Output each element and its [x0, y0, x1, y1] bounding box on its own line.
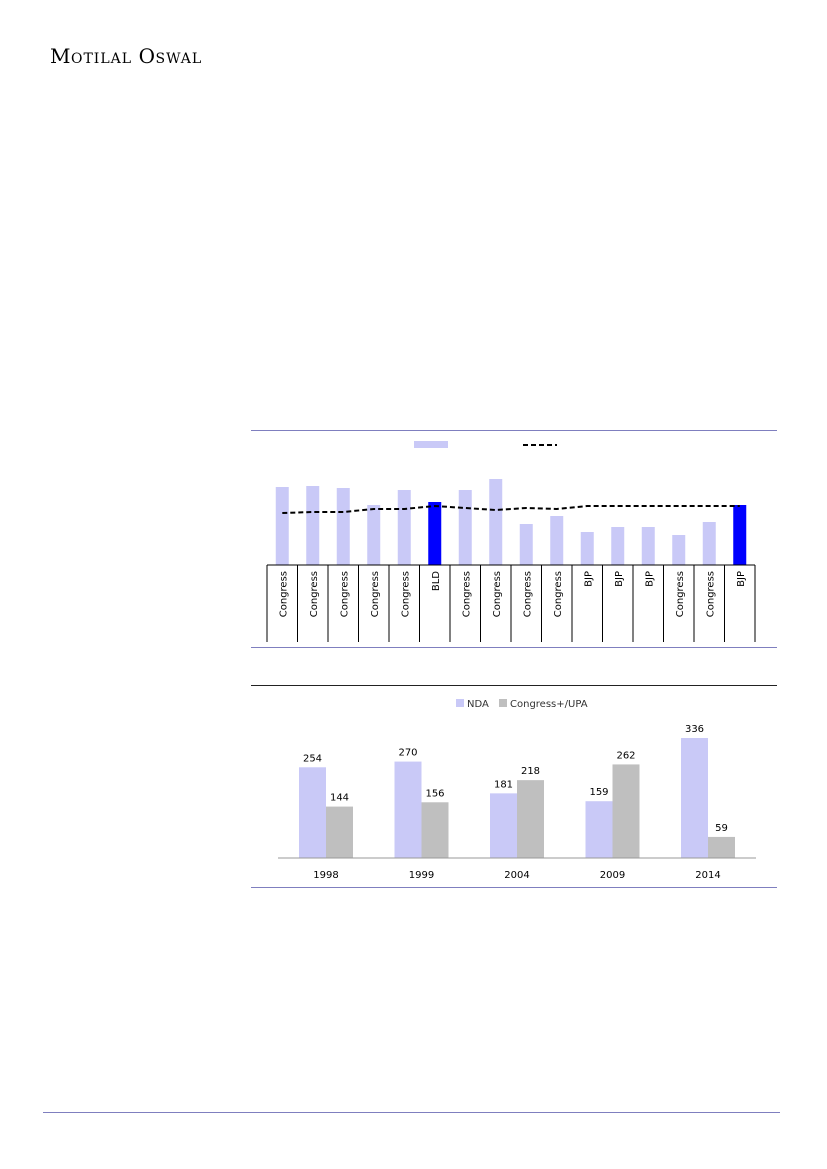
chart2-bar: [708, 836, 735, 858]
chart2-legend-label: NDA: [467, 699, 489, 710]
chart1-bar: [641, 527, 655, 565]
chart1-bar: [611, 527, 625, 565]
chart2-data-label: 156: [425, 788, 444, 799]
chart1-category-label: Congress: [492, 571, 503, 617]
chart2-x-tick-label: 1999: [409, 870, 434, 881]
footer-rule: [43, 1112, 780, 1113]
brand-word-2: SWAL: [155, 51, 203, 67]
chart2-bar: [394, 761, 422, 858]
chart1-category-label: BJP: [736, 571, 747, 587]
chart1-category-label: Congress: [400, 571, 411, 617]
chart2-bottom-rule: [251, 887, 777, 888]
chart2-bar: [490, 793, 517, 858]
brand-word-1: OTILAL: [70, 51, 133, 67]
chart1-bar: [550, 516, 564, 565]
chart1-bar: [458, 490, 472, 565]
chart1-bar: [580, 532, 594, 565]
chart2-bar: [612, 764, 640, 858]
nda-vs-upa-seats-chart: NDA Congress+/UPA 254 144 270 156 181 218 159 26…: [278, 699, 756, 881]
chart1-bar: [733, 505, 747, 565]
chart2-data-label: 336: [685, 724, 704, 735]
chart1-category-label: BLD: [431, 571, 442, 591]
chart2-bar: [517, 780, 544, 858]
brand-initial-2: O: [138, 44, 156, 68]
brand-logo: MOTILAL OSWAL: [50, 44, 202, 68]
chart2-bar: [326, 806, 353, 858]
chart1-legend-bar-swatch: [414, 441, 448, 448]
chart2-data-label: 59: [715, 823, 728, 834]
chart1-category-label: Congress: [370, 571, 381, 617]
chart1-category-label: Congress: [522, 571, 533, 617]
chart1-category-label: BJP: [644, 571, 655, 587]
chart1-bar: [275, 487, 289, 565]
chart1-bar: [306, 486, 320, 565]
chart1-bottom-rule: [251, 647, 777, 648]
chart1-category-label: Congress: [339, 571, 350, 617]
chart2-legend-label: Congress+/UPA: [510, 699, 588, 710]
chart1-category-label: Congress: [675, 571, 686, 617]
chart1-category-label: Congress: [309, 571, 320, 617]
chart2-x-tick-label: 2009: [600, 870, 625, 881]
chart1-bar: [519, 524, 533, 565]
party-majority-chart: Congress Congress Congress Congress Congress…: [266, 441, 756, 642]
chart2-data-label: 270: [398, 748, 417, 759]
chart2-data-label: 181: [494, 779, 513, 790]
chart1-category-label: BJP: [583, 571, 594, 587]
chart2-bar: [681, 738, 708, 858]
chart1-category-label: Congress: [705, 571, 716, 617]
chart1-category-label: BJP: [614, 571, 625, 587]
chart1-bar: [672, 535, 686, 565]
chart2-x-tick-label: 2014: [695, 870, 720, 881]
chart1-bar: [397, 490, 411, 565]
chart1-category-label: Congress: [553, 571, 564, 617]
chart2-data-label: 144: [330, 793, 349, 804]
chart1-bar: [489, 479, 503, 565]
chart2-data-label: 254: [303, 753, 322, 764]
chart2-data-label: 218: [521, 766, 540, 777]
chart1-bar: [702, 522, 716, 565]
chart1-bar: [336, 488, 350, 565]
chart2-x-tick-label: 2004: [504, 870, 529, 881]
brand-initial-1: M: [50, 44, 71, 68]
chart2-bar: [421, 802, 449, 858]
chart2-top-rule: [251, 685, 777, 686]
chart2-legend-swatch: [499, 699, 507, 707]
chart2-legend-swatch: [456, 699, 464, 707]
chart2-data-label: 262: [616, 750, 635, 761]
chart2-bar: [585, 801, 613, 858]
chart1-category-label: Congress: [278, 571, 289, 617]
chart1-bar: [367, 505, 381, 565]
chart2-bar: [299, 767, 326, 858]
chart1-category-label: Congress: [461, 571, 472, 617]
chart2-data-label: 159: [589, 787, 608, 798]
chart1-top-rule: [251, 430, 777, 431]
chart2-x-tick-label: 1998: [313, 870, 338, 881]
chart1-bar: [428, 502, 442, 565]
chart1-dashed-series-line: [282, 504, 740, 514]
